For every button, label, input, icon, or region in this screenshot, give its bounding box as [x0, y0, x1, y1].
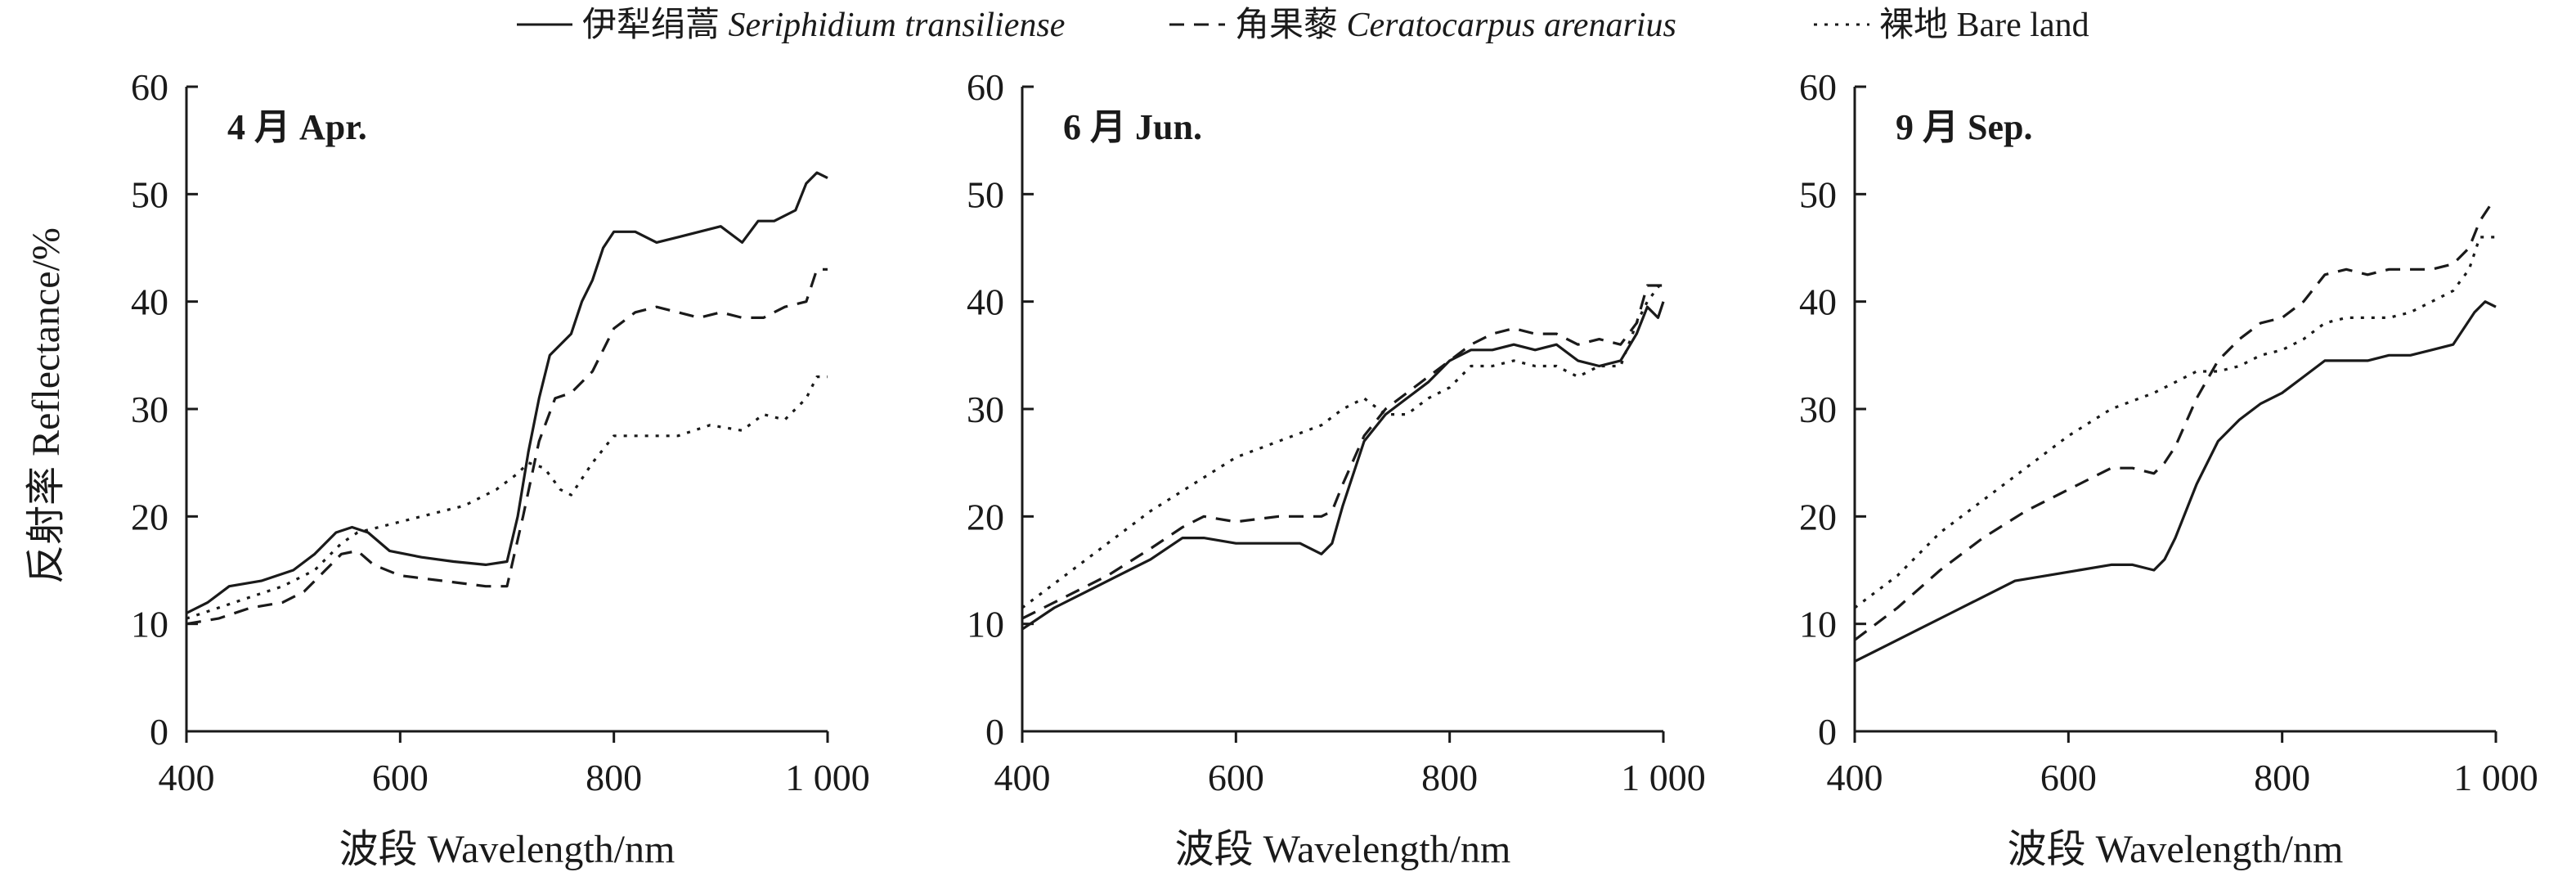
y-tick-label: 40: [131, 281, 168, 323]
legend-name: Bare land: [1957, 7, 2089, 44]
y-tick-label: 0: [985, 711, 1004, 753]
x-axis-title: 波段 Wavelength/nm: [339, 828, 675, 871]
legend-label-dotted: 裸地 Bare land: [1879, 7, 2089, 44]
x-tick-label: 400: [1827, 757, 1883, 798]
legend-prefix: 角果藜: [1235, 7, 1347, 44]
legend-name: Seriphidium transiliense: [729, 7, 1066, 44]
series-line-bare-land: [186, 375, 828, 620]
x-tick-label: 600: [1208, 757, 1264, 798]
series-line-bare-land: [1854, 236, 2496, 609]
y-tick-label: 60: [967, 66, 1004, 108]
y-tick-label: 60: [131, 66, 168, 108]
panel-label: 4 月 Apr.: [227, 107, 367, 147]
y-tick-label: 10: [1799, 604, 1837, 645]
x-tick-label: 400: [159, 757, 215, 798]
x-tick-label: 1 000: [785, 757, 870, 798]
x-tick-label: 800: [586, 757, 642, 798]
y-tick-label: 30: [967, 389, 1004, 430]
y-tick-label: 50: [131, 173, 168, 215]
chart-panel-3: 0 10 20 30 40 50 60 400 600 800 1 000 波段 Wavelength…: [1799, 66, 2538, 871]
series-line-bare-land: [1021, 279, 1665, 609]
series-line-ceratocarpus: [1854, 203, 2496, 641]
x-tick-label: 1 000: [2453, 757, 2538, 798]
y-tick-label: 40: [1799, 281, 1837, 323]
legend-prefix: 伊犁绢蒿: [582, 7, 729, 44]
y-tick-label: 60: [1799, 66, 1837, 108]
y-axis-title: 反射率 Reflectance/%: [25, 227, 68, 584]
legend-item-dashed: 角果藜 Ceratocarpus arenarius: [1169, 7, 1676, 44]
x-tick-label: 600: [372, 757, 429, 798]
series-line-ceratocarpus: [1021, 284, 1663, 620]
x-tick-label: 800: [1421, 757, 1478, 798]
y-tick-label: 20: [131, 496, 168, 537]
legend-item-dotted: 裸地 Bare land: [1814, 7, 2089, 44]
y-tick-label: 20: [967, 496, 1004, 537]
x-axis-title: 波段 Wavelength/nm: [2008, 828, 2344, 871]
series-line-ceratocarpus: [186, 267, 828, 626]
x-tick-label: 1 000: [1621, 757, 1706, 798]
panel-label: 6 月 Jun.: [1063, 107, 1202, 147]
y-tick-label: 0: [1818, 711, 1837, 753]
y-tick-label: 30: [1799, 389, 1837, 430]
y-tick-label: 10: [131, 604, 168, 645]
series-line-seriphidium: [186, 171, 828, 614]
y-tick-label: 30: [131, 389, 168, 430]
legend-label-dashed: 角果藜 Ceratocarpus arenarius: [1235, 7, 1676, 44]
panel-label: 9 月 Sep.: [1896, 107, 2032, 147]
y-tick-label: 40: [967, 281, 1004, 323]
chart-panel-1: 0 10 20 30 40 50 60 400 600 800 1 000 波段 Wavelength…: [131, 66, 870, 871]
y-tick-label: 20: [1799, 496, 1837, 537]
legend: 伊犁绢蒿 Seriphidium transiliense 角果藜 Cerato…: [517, 7, 2089, 44]
series-line-seriphidium: [1854, 300, 2497, 663]
series-line-seriphidium: [1021, 301, 1665, 631]
y-tick-label: 10: [967, 604, 1004, 645]
y-tick-label: 0: [150, 711, 168, 753]
legend-item-solid: 伊犁绢蒿 Seriphidium transiliense: [517, 7, 1065, 44]
y-tick-label: 50: [1799, 173, 1837, 215]
legend-name: Ceratocarpus arenarius: [1347, 7, 1676, 44]
legend-label-solid: 伊犁绢蒿 Seriphidium transiliense: [582, 7, 1065, 44]
chart-panel-2: 0 10 20 30 40 50 60 400 600 800 1 000 波段 Wavelength…: [967, 66, 1706, 871]
x-tick-label: 800: [2254, 757, 2310, 798]
x-tick-label: 600: [2040, 757, 2097, 798]
legend-prefix: 裸地: [1879, 7, 1957, 44]
x-axis-title: 波段 Wavelength/nm: [1175, 828, 1511, 871]
x-tick-label: 400: [994, 757, 1051, 798]
y-tick-label: 50: [967, 173, 1004, 215]
